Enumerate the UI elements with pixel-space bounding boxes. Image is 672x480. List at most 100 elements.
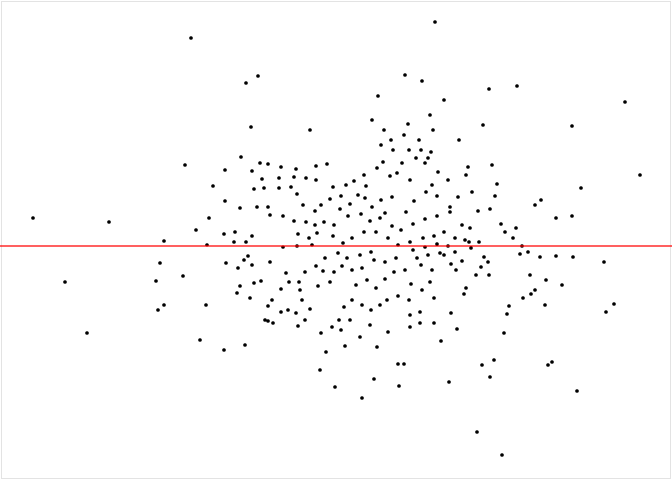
point bbox=[460, 259, 464, 263]
point bbox=[418, 321, 422, 325]
point bbox=[360, 266, 364, 270]
point bbox=[481, 123, 485, 127]
point bbox=[505, 312, 509, 316]
point bbox=[258, 161, 262, 165]
point bbox=[346, 214, 350, 218]
point bbox=[330, 325, 334, 329]
point bbox=[429, 150, 433, 154]
point bbox=[368, 219, 372, 223]
point bbox=[544, 278, 548, 282]
point bbox=[337, 318, 341, 322]
point bbox=[408, 240, 412, 244]
point bbox=[270, 298, 274, 302]
point bbox=[308, 307, 312, 311]
point bbox=[375, 345, 379, 349]
point bbox=[348, 318, 352, 322]
point bbox=[328, 280, 332, 284]
point bbox=[363, 196, 367, 200]
point bbox=[332, 270, 336, 274]
point bbox=[435, 214, 439, 218]
point bbox=[490, 163, 494, 167]
point bbox=[464, 286, 468, 290]
point bbox=[244, 240, 248, 244]
point bbox=[295, 192, 299, 196]
point bbox=[313, 209, 317, 213]
point bbox=[331, 185, 335, 189]
point bbox=[482, 255, 486, 259]
point bbox=[550, 360, 554, 364]
point bbox=[449, 262, 453, 266]
point bbox=[430, 268, 434, 272]
point bbox=[456, 195, 460, 199]
point bbox=[560, 283, 564, 287]
point bbox=[358, 335, 362, 339]
point bbox=[554, 216, 558, 220]
point bbox=[372, 377, 376, 381]
point bbox=[238, 206, 242, 210]
point bbox=[411, 248, 415, 252]
point bbox=[252, 187, 256, 191]
point bbox=[378, 216, 382, 220]
point bbox=[528, 273, 532, 277]
point bbox=[344, 183, 348, 187]
point bbox=[499, 222, 503, 226]
point bbox=[500, 453, 504, 457]
point bbox=[360, 303, 364, 307]
point bbox=[638, 173, 642, 177]
point bbox=[421, 236, 425, 240]
point bbox=[277, 176, 281, 180]
point bbox=[319, 331, 323, 335]
point bbox=[236, 266, 240, 270]
point bbox=[403, 73, 407, 77]
point bbox=[268, 213, 272, 217]
point bbox=[154, 279, 158, 283]
point bbox=[250, 263, 254, 267]
point bbox=[204, 303, 208, 307]
point bbox=[383, 277, 387, 281]
point bbox=[420, 288, 424, 292]
point bbox=[239, 155, 243, 159]
point bbox=[294, 167, 298, 171]
point bbox=[394, 256, 398, 260]
point bbox=[454, 268, 458, 272]
point bbox=[368, 323, 372, 327]
point bbox=[365, 278, 369, 282]
point bbox=[233, 230, 237, 234]
point bbox=[474, 273, 478, 277]
point bbox=[243, 343, 247, 347]
point bbox=[493, 194, 497, 198]
point bbox=[406, 122, 410, 126]
point bbox=[224, 261, 228, 265]
point bbox=[392, 270, 396, 274]
point bbox=[435, 194, 439, 198]
point bbox=[518, 252, 522, 256]
point bbox=[480, 363, 484, 367]
point bbox=[400, 161, 404, 165]
point bbox=[244, 81, 248, 85]
point bbox=[322, 220, 326, 224]
point bbox=[238, 284, 242, 288]
point bbox=[442, 253, 446, 257]
point bbox=[433, 20, 437, 24]
point bbox=[409, 282, 413, 286]
point bbox=[321, 269, 325, 273]
point bbox=[292, 175, 296, 179]
point bbox=[623, 100, 627, 104]
point bbox=[343, 344, 347, 348]
point bbox=[369, 250, 373, 254]
point bbox=[389, 138, 393, 142]
point bbox=[374, 230, 378, 234]
point bbox=[63, 280, 67, 284]
point bbox=[350, 298, 354, 302]
point bbox=[396, 362, 400, 366]
point bbox=[507, 304, 511, 308]
point bbox=[579, 186, 583, 190]
point bbox=[211, 184, 215, 188]
point bbox=[447, 380, 451, 384]
point bbox=[308, 128, 312, 132]
point bbox=[279, 310, 283, 314]
point bbox=[328, 197, 332, 201]
point bbox=[294, 311, 298, 315]
point bbox=[259, 279, 263, 283]
